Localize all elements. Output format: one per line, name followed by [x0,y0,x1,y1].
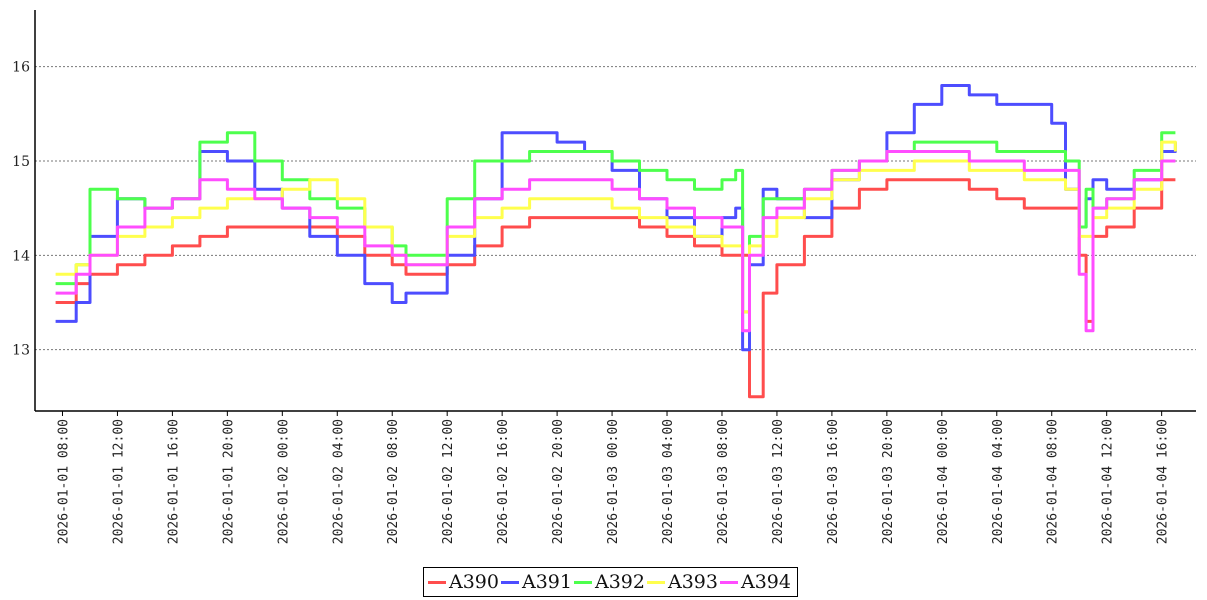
legend-item-a392: A392 [574,571,645,593]
x-tick-label: 2026-01-04 08:00 [1046,419,1061,544]
y-tick-labels: 13 14 15 16 [12,60,30,359]
x-tick-label: 2026-01-03 00:00 [606,419,621,544]
series-line-a393 [55,140,1177,314]
legend-label: A393 [668,571,718,593]
x-tick-label: 2026-01-02 08:00 [386,419,401,544]
legend-swatch [574,580,592,584]
y-tick-label: 14 [12,248,30,264]
legend-label: A394 [741,571,791,593]
series-line-a390 [55,178,1176,399]
x-tick-label: 2026-01-04 04:00 [991,419,1006,544]
series-layer [55,84,1177,399]
legend-item-a393: A393 [647,571,718,593]
x-tick-label: 2026-01-02 00:00 [276,419,291,544]
y-tick-label: 15 [12,154,30,170]
x-tick-label: 2026-01-03 08:00 [716,419,731,544]
x-tick-label: 2026-01-03 04:00 [661,419,676,544]
x-tick-label: 2026-01-01 12:00 [111,419,126,544]
legend-label: A390 [449,571,499,593]
x-tick-label: 2026-01-01 16:00 [166,419,181,544]
legend-item-a390: A390 [428,571,499,593]
x-tick-label: 2026-01-04 16:00 [1156,419,1171,544]
series-line-a394 [55,150,1176,333]
legend-label: A391 [522,571,572,593]
legend-swatch [647,580,665,584]
legend-swatch [501,580,519,584]
x-tick-label: 2026-01-02 04:00 [331,419,346,544]
x-tick-label: 2026-01-02 12:00 [441,419,456,544]
legend: A390 A391 A392 A393 A394 [423,567,798,597]
x-tick-label: 2026-01-03 12:00 [771,419,786,544]
legend-swatch [428,580,446,584]
x-tick-label: 2026-01-04 00:00 [936,419,951,544]
legend-label: A392 [595,571,645,593]
x-tick-label: 2026-01-02 16:00 [496,419,511,544]
axes [34,10,1196,412]
x-tick-labels: 2026-01-01 08:00 2026-01-01 12:00 2026-01-… [57,411,1171,544]
x-tick-label: 2026-01-01 08:00 [57,419,72,544]
legend-item-a391: A391 [501,571,572,593]
x-tick-label: 2026-01-02 20:00 [551,419,566,544]
x-tick-label: 2026-01-01 20:00 [221,419,236,544]
x-tick-label: 2026-01-03 20:00 [881,419,896,544]
x-tick-label: 2026-01-03 16:00 [826,419,841,544]
y-tick-label: 13 [12,343,30,359]
y-tick-label: 16 [12,60,30,76]
x-tick-label: 2026-01-04 12:00 [1101,419,1116,544]
legend-item-a394: A394 [720,571,791,593]
series-line-a392 [55,131,1176,314]
legend-swatch [720,580,738,584]
